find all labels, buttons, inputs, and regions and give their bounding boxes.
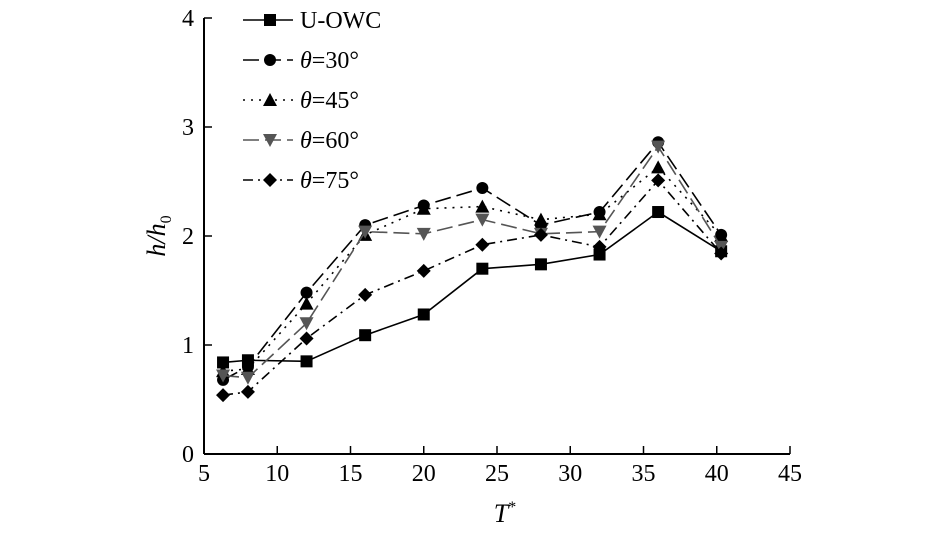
legend-marker <box>263 93 277 106</box>
legend-item: U-OWC <box>243 8 381 34</box>
x-axis-label: T* <box>494 499 516 528</box>
x-tick-label: 20 <box>412 461 436 487</box>
series-4 <box>216 173 729 403</box>
data-point <box>592 239 607 254</box>
data-point <box>300 355 313 368</box>
y-axis-label-sub: 0 <box>158 215 175 223</box>
data-point <box>417 308 430 321</box>
y-axis-label-main: h/h <box>142 223 171 256</box>
legend-item: θ=45° <box>243 88 359 114</box>
y-axis-label: h/h0 <box>142 215 175 256</box>
data-point <box>299 331 314 346</box>
x-tick-label: 25 <box>485 461 509 487</box>
data-point <box>592 207 607 221</box>
data-point <box>358 225 373 239</box>
legend-label: θ=60° <box>300 128 359 154</box>
series-layer <box>216 136 729 403</box>
data-point <box>534 258 547 271</box>
series-3 <box>216 140 729 385</box>
series-line <box>222 145 722 379</box>
x-axis-label-sup: * <box>508 499 516 516</box>
y-tick-label: 1 <box>182 333 194 359</box>
data-point <box>476 182 489 195</box>
data-point <box>475 213 490 227</box>
data-point <box>533 227 548 242</box>
data-point <box>416 227 431 241</box>
x-tick-label: 15 <box>339 461 363 487</box>
series-2 <box>216 160 729 378</box>
data-point <box>416 263 431 278</box>
axis-labels: T* h/h0 <box>142 215 516 528</box>
data-point <box>416 201 431 215</box>
data-point <box>714 229 729 242</box>
data-point <box>240 371 255 385</box>
legend-item: θ=60° <box>243 128 359 154</box>
y-tick-label: 2 <box>182 224 194 250</box>
y-tick-label: 0 <box>182 442 194 468</box>
axes: 5 10 15 20 25 30 35 40 45 0 1 2 3 4 <box>182 6 802 487</box>
series-1 <box>217 136 728 386</box>
data-point <box>299 296 314 310</box>
data-point <box>240 384 255 399</box>
y-tick-label: 4 <box>182 6 194 32</box>
data-point <box>475 237 490 252</box>
data-point <box>651 140 666 154</box>
data-point <box>651 173 666 188</box>
legend-label: U-OWC <box>300 8 381 34</box>
data-point <box>533 212 548 226</box>
legend-label: θ=30° <box>300 48 359 74</box>
legend-item: θ=75° <box>243 168 359 194</box>
x-tick-label: 40 <box>705 461 729 487</box>
data-point <box>592 225 607 239</box>
series-line <box>222 211 722 364</box>
data-point <box>299 317 314 331</box>
series-line <box>222 140 722 381</box>
data-point <box>216 388 231 403</box>
data-point <box>359 329 372 342</box>
series-line <box>222 166 722 372</box>
legend-marker <box>264 14 276 26</box>
x-tick-label: 5 <box>198 461 210 487</box>
series-0 <box>217 206 728 369</box>
data-point <box>593 248 606 261</box>
legend-label: θ=75° <box>300 168 359 194</box>
data-point <box>652 206 665 219</box>
x-axis-label-main: T <box>494 499 510 528</box>
data-point <box>300 286 313 299</box>
x-tick-label: 10 <box>265 461 289 487</box>
x-tick-label: 45 <box>778 461 802 487</box>
y-tick-label: 3 <box>182 115 194 141</box>
data-point <box>216 369 231 383</box>
legend: U-OWC θ=30° θ=45° θ=60° θ=75° <box>243 8 381 194</box>
legend-item: θ=30° <box>243 48 359 74</box>
data-point <box>651 160 666 174</box>
x-tick-label: 30 <box>558 461 582 487</box>
x-tick-label: 35 <box>632 461 656 487</box>
legend-marker <box>264 54 276 66</box>
series-line <box>222 179 722 396</box>
legend-label: θ=45° <box>300 88 359 114</box>
data-point <box>475 199 490 213</box>
legend-marker <box>263 134 277 147</box>
legend-marker <box>263 173 277 187</box>
data-point <box>476 262 489 275</box>
data-point <box>714 246 729 261</box>
data-point <box>358 287 373 302</box>
data-point <box>217 356 230 369</box>
